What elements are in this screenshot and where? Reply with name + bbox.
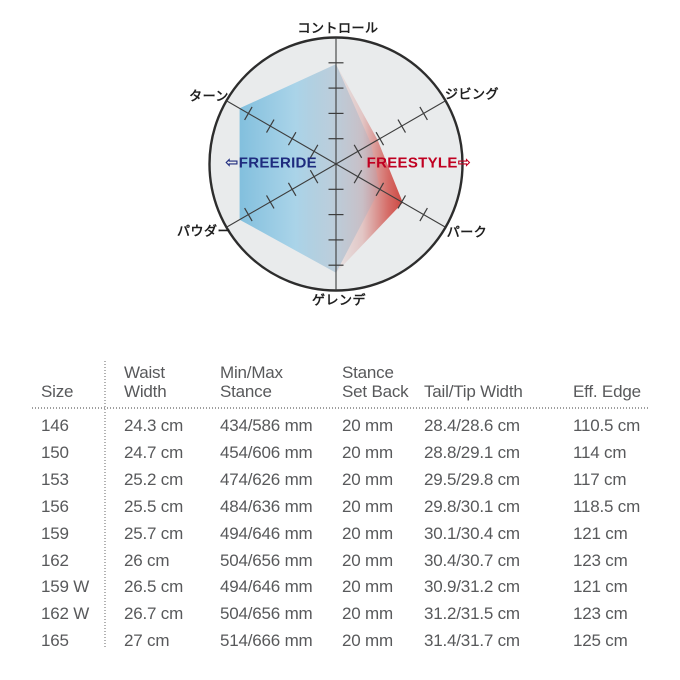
table-cell: 118.5 cm — [573, 496, 641, 516]
header-minmax-stance: Min/Max Stance — [220, 363, 283, 401]
table-cell: 20 mm — [342, 604, 393, 624]
table-cell: 20 mm — [342, 443, 393, 463]
table-cell: 24.3 cm — [124, 416, 184, 436]
table-cell: 156 — [41, 496, 69, 516]
table-cell: 25.2 cm — [124, 470, 184, 490]
freeride-text: FREERIDE — [238, 154, 317, 172]
table-cell: 28.8/29.1 cm — [424, 443, 520, 463]
table-cell: 114 cm — [573, 443, 627, 463]
table-cell: 159 W — [41, 577, 90, 597]
table-cell: 123 cm — [573, 550, 628, 570]
table-vertical-divider — [104, 361, 106, 648]
table-cell: 162 — [41, 550, 69, 570]
table-row: 162 W 26.7 cm 504/656 mm 20 mm 31.2/31.5 cm 1… — [41, 601, 651, 628]
table-cell: 31.2/31.5 cm — [424, 604, 520, 624]
axis-label-gelaende: ゲレンデ — [311, 292, 367, 308]
table-cell: 30.9/31.2 cm — [424, 577, 520, 597]
axis-label-powder: パウダー — [176, 223, 232, 239]
table-cell: 30.1/30.4 cm — [424, 523, 520, 543]
table-cell: 121 cm — [573, 523, 628, 543]
table-cell: 29.5/29.8 cm — [424, 470, 520, 490]
axis-label-jibbing: ジビング — [444, 86, 500, 102]
table-cell: 494/646 mm — [220, 577, 313, 597]
table-cell: 474/626 mm — [220, 470, 313, 490]
table-cell: 27 cm — [124, 631, 170, 651]
size-spec-table: Size Waist Width Min/Max Stance Stance S… — [0, 340, 680, 680]
radar-chart — [208, 36, 464, 292]
table-cell: 123 cm — [573, 604, 628, 624]
table-cell: 150 — [41, 443, 69, 463]
table-cell: 20 mm — [342, 416, 393, 436]
right-arrow-icon: ⇨ — [457, 152, 472, 172]
table-cell: 29.8/30.1 cm — [424, 496, 520, 516]
header-waist-width: Waist Width — [124, 363, 167, 401]
table-cell: 20 mm — [342, 550, 393, 570]
table-row: 146 24.3 cm 434/586 mm 20 mm 28.4/28.6 cm 110… — [41, 413, 651, 440]
header-eff-edge: Eff. Edge — [573, 382, 641, 401]
table-cell: 20 mm — [342, 496, 393, 516]
table-cell: 125 cm — [573, 631, 628, 651]
table-cell: 494/646 mm — [220, 523, 313, 543]
table-cell: 25.7 cm — [124, 523, 184, 543]
table-cell: 146 — [41, 416, 69, 436]
table-cell: 26.7 cm — [124, 604, 184, 624]
table-header-row: Size Waist Width Min/Max Stance Stance S… — [41, 363, 651, 401]
table-row: 153 25.2 cm 474/626 mm 20 mm 29.5/29.8 cm 117… — [41, 467, 651, 494]
riding-style-radar-chart: コントロール ジビング パーク ゲレンデ パウダー ターン ⇦FREERIDE … — [176, 20, 500, 308]
header-stance-setback: Stance Set Back — [342, 363, 409, 401]
table-cell: 25.5 cm — [124, 496, 184, 516]
table-cell: 504/656 mm — [220, 550, 313, 570]
table-cell: 20 mm — [342, 523, 393, 543]
freeride-label: ⇦FREERIDE — [225, 153, 317, 172]
freestyle-text: FREESTYLE — [366, 154, 458, 172]
table-row: 156 25.5 cm 484/636 mm 20 mm 29.8/30.1 cm 118… — [41, 494, 651, 521]
table-cell: 20 mm — [342, 470, 393, 490]
table-cell: 484/636 mm — [220, 496, 313, 516]
table-cell: 26.5 cm — [124, 577, 184, 597]
axis-label-turn: ターン — [189, 88, 229, 104]
header-tailtip-width: Tail/Tip Width — [424, 382, 523, 401]
table-row: 150 24.7 cm 454/606 mm 20 mm 28.8/29.1 cm 114… — [41, 440, 651, 467]
table-row: 162 26 cm 504/656 mm 20 mm 30.4/30.7 cm 123 c… — [41, 547, 651, 574]
table-cell: 454/606 mm — [220, 443, 313, 463]
axis-label-park: パーク — [446, 224, 488, 240]
table-cell: 20 mm — [342, 577, 393, 597]
header-size: Size — [41, 382, 74, 401]
table-cell: 24.7 cm — [124, 443, 184, 463]
table-cell: 31.4/31.7 cm — [424, 631, 520, 651]
axis-label-control: コントロール — [297, 20, 379, 36]
freestyle-label: FREESTYLE⇨ — [367, 153, 472, 172]
table-cell: 434/586 mm — [220, 416, 313, 436]
table-cell: 153 — [41, 470, 69, 490]
table-cell: 110.5 cm — [573, 416, 641, 436]
table-cell: 165 — [41, 631, 69, 651]
table-rows: 146 24.3 cm 434/586 mm 20 mm 28.4/28.6 cm 110… — [41, 413, 651, 655]
table-cell: 117 cm — [573, 470, 627, 490]
table-cell: 28.4/28.6 cm — [424, 416, 520, 436]
left-arrow-icon: ⇦ — [225, 152, 239, 172]
table-header-divider — [32, 407, 648, 409]
table-cell: 26 cm — [124, 550, 170, 570]
table-cell: 30.4/30.7 cm — [424, 550, 520, 570]
table-cell: 121 cm — [573, 577, 628, 597]
table-cell: 514/666 mm — [220, 631, 313, 651]
table-row: 159 W 26.5 cm 494/646 mm 20 mm 30.9/31.2 cm 1… — [41, 574, 651, 601]
table-row: 159 25.7 cm 494/646 mm 20 mm 30.1/30.4 cm 121… — [41, 520, 651, 547]
table-row: 165 27 cm 514/666 mm 20 mm 31.4/31.7 cm 125 c… — [41, 628, 651, 655]
table-cell: 162 W — [41, 604, 90, 624]
table-cell: 159 — [41, 523, 69, 543]
table-cell: 504/656 mm — [220, 604, 313, 624]
table-cell: 20 mm — [342, 631, 393, 651]
